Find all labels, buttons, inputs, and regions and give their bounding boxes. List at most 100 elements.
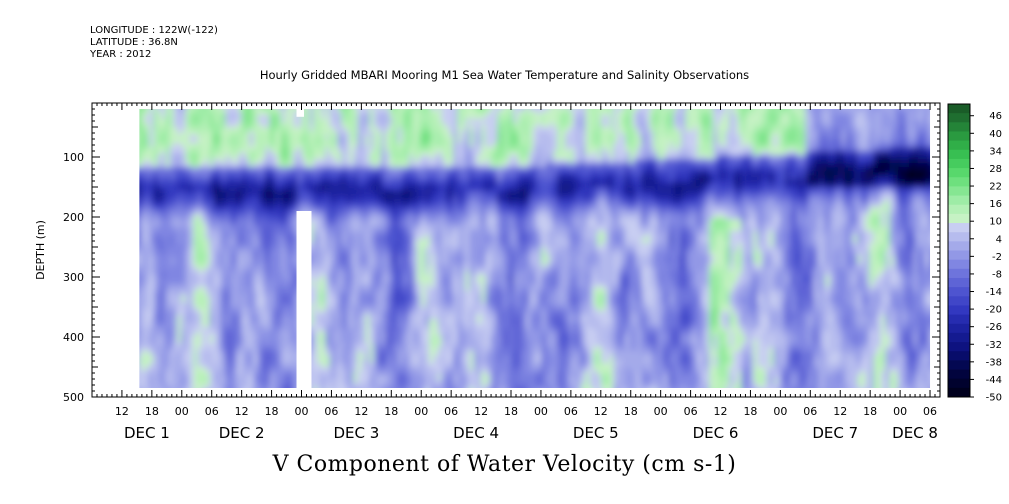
x-tick-label: 12 (594, 405, 608, 418)
data-gap (296, 211, 312, 388)
x-tick-label: 06 (444, 405, 458, 418)
colorbar-swatch (948, 149, 970, 160)
date-label: DEC 3 (333, 424, 379, 442)
colorbar-swatch (948, 122, 970, 132)
date-label: DEC 1 (124, 424, 170, 442)
x-tick-label: 06 (324, 405, 338, 418)
colorbar-swatch (948, 204, 970, 215)
x-axis: 12 18 00 06 12 18 00 06 12 18 00 06 12 18 00 06 12 18 00 06… (91, 103, 941, 442)
x-tick-label: 12 (235, 405, 249, 418)
y-tick-label: 300 (63, 271, 84, 284)
colorbar-swatch (948, 287, 970, 297)
colorbar-swatch (948, 241, 970, 251)
x-tick-label: 00 (295, 405, 309, 418)
colorbar-tick-label: 16 (989, 199, 1002, 210)
colorbar-tick-label: -26 (986, 322, 1002, 333)
x-tick-label: 00 (893, 405, 907, 418)
x-tick-label: 00 (654, 405, 668, 418)
colorbar-tick-label: -2 (992, 252, 1002, 263)
data-gaps (296, 109, 312, 388)
colorbar-swatch (948, 158, 970, 169)
x-tick-label: 06 (684, 405, 698, 418)
colorbar-swatch (948, 177, 970, 187)
x-tick-label: 00 (773, 405, 787, 418)
colorbar-swatch (948, 232, 970, 242)
colorbar-tick-label: -8 (992, 269, 1002, 280)
colorbar-tick-label: -14 (986, 287, 1002, 298)
colorbar-swatch (948, 259, 970, 270)
colorbar-swatch (948, 387, 970, 398)
colorbar-tick-label: -32 (986, 340, 1002, 351)
longitude-label: LONGITUDE : 122W(-122) (90, 25, 218, 36)
colorbar-swatch (948, 223, 970, 233)
colorbar-tick-label: 10 (989, 217, 1002, 228)
colorbar-swatch (948, 351, 970, 361)
colorbar-swatch (948, 250, 970, 261)
colorbar-swatch (948, 332, 970, 343)
x-tick-label: 18 (265, 405, 279, 418)
colorbar-swatch (948, 131, 970, 142)
date-label: DEC 2 (219, 424, 265, 442)
colorbar-swatch (948, 342, 970, 352)
date-label: DEC 6 (693, 424, 739, 442)
colorbar-tick-label: -20 (986, 305, 1002, 316)
colorbar-tick-label: -44 (986, 375, 1002, 386)
colorbar-swatch (948, 213, 970, 224)
x-tick-label: 18 (384, 405, 398, 418)
date-label: DEC 5 (573, 424, 619, 442)
x-tick-label: 12 (474, 405, 488, 418)
colorbar-tick-label: 40 (989, 129, 1002, 140)
colorbar-tick-label: 34 (989, 146, 1002, 157)
colorbar-tick-label: 46 (989, 111, 1002, 122)
x-tick-label: 00 (534, 405, 548, 418)
x-tick-label: 18 (743, 405, 757, 418)
colorbar-swatch (948, 369, 970, 380)
x-tick-label: 18 (145, 405, 159, 418)
x-tick-label: 12 (714, 405, 728, 418)
date-label: DEC 4 (453, 424, 499, 442)
x-tick-label: 06 (205, 405, 219, 418)
x-tick-label: 12 (833, 405, 847, 418)
colorbar-tick-label: -38 (986, 357, 1002, 368)
latitude-label: LATITUDE : 36.8N (90, 37, 178, 48)
x-tick-label: 18 (863, 405, 877, 418)
y-tick-label: 400 (63, 331, 84, 344)
colorbar: 46 40 34 28 22 16 10 4 -2 -8 -14 -20 -26 -32 -38 -44 -50 (947, 103, 1002, 404)
x-tick-label: 18 (624, 405, 638, 418)
x-tick-label: 00 (414, 405, 428, 418)
colorbar-swatch (948, 113, 970, 123)
colorbar-swatch (948, 277, 970, 288)
colorbar-frame (947, 103, 971, 398)
variable-title: V Component of Water Velocity (cm s-1) (272, 452, 737, 477)
x-tick-label: 06 (564, 405, 578, 418)
y-axis-label: DEPTH (m) (34, 220, 47, 280)
velocity-field (139, 109, 931, 388)
colorbar-swatch (948, 186, 970, 196)
chart-title: Hourly Gridded MBARI Mooring M1 Sea Wate… (259, 68, 750, 82)
year-label: YEAR : 2012 (90, 49, 152, 60)
date-label: DEC 8 (892, 424, 938, 442)
colorbar-tick-label: 28 (989, 164, 1002, 175)
x-tick-label: 06 (803, 405, 817, 418)
colorbar-swatch (948, 314, 970, 325)
y-tick-label: 100 (63, 151, 84, 164)
colorbar-swatch (948, 268, 970, 279)
colorbar-swatch (948, 323, 970, 334)
colorbar-tick-label: 4 (996, 234, 1002, 245)
data-gap (296, 109, 304, 117)
y-tick-label: 200 (63, 211, 84, 224)
x-tick-label: 18 (504, 405, 518, 418)
colorbar-tick-label: -50 (986, 393, 1002, 404)
x-tick-label: 00 (175, 405, 189, 418)
x-tick-label: 12 (115, 405, 129, 418)
x-tick-label: 06 (923, 405, 937, 418)
colorbar-swatch (948, 140, 970, 151)
date-label: DEC 7 (812, 424, 858, 442)
x-tick-label: 12 (354, 405, 368, 418)
colorbar-tick-label: 22 (989, 182, 1002, 193)
y-tick-label: 500 (63, 391, 84, 404)
colorbar-swatch (948, 168, 970, 178)
y-axis: 100 200 300 400 500 (63, 102, 940, 404)
colorbar-swatch (948, 296, 970, 306)
